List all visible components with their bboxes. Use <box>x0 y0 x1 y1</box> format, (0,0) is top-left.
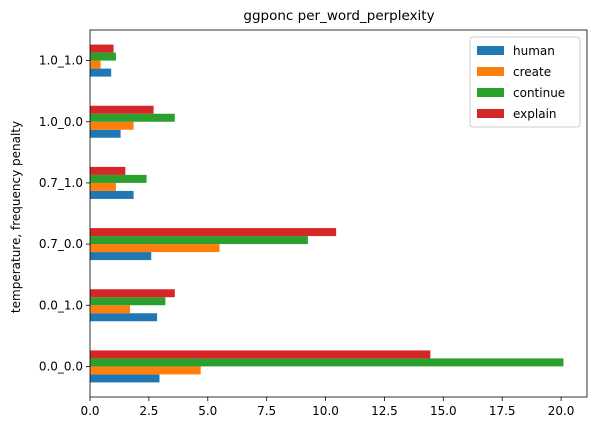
x-tick-label: 15.0 <box>430 404 457 418</box>
bar-explain-0.0_1.0 <box>90 289 175 298</box>
y-tick-label: 1.0_1.0 <box>39 54 83 68</box>
chart-title: ggponc per_word_perplexity <box>243 8 434 24</box>
legend-box <box>469 36 581 128</box>
bar-explain-0.7_0.0 <box>90 228 337 237</box>
y-tick-label: 0.7_0.0 <box>39 237 83 251</box>
bar-human-1.0_1.0 <box>90 68 112 77</box>
bar-create-0.7_1.0 <box>90 182 116 191</box>
legend: human create continue explain <box>469 36 581 128</box>
x-tick-label: 20.0 <box>548 404 575 418</box>
x-tick-label: 10.0 <box>312 404 339 418</box>
y-tick-label: 0.0_0.0 <box>39 359 83 373</box>
bar-continue-0.7_0.0 <box>90 236 308 245</box>
x-axis-ticks: 0.0 2.5 5.0 7.5 10.0 12.5 15.0 17.5 20.0 <box>80 397 574 418</box>
bar-human-0.7_1.0 <box>90 190 134 199</box>
bar-human-0.0_0.0 <box>90 374 160 383</box>
y-tick-label: 0.0_1.0 <box>39 298 83 312</box>
bar-group <box>90 44 564 383</box>
bar-continue-1.0_1.0 <box>90 52 116 61</box>
bar-continue-0.7_1.0 <box>90 174 147 183</box>
legend-label-continue: continue <box>513 86 565 100</box>
bar-explain-1.0_0.0 <box>90 105 154 114</box>
x-tick-label: 2.5 <box>139 404 158 418</box>
bar-human-0.0_1.0 <box>90 313 158 322</box>
y-tick-label: 1.0_0.0 <box>39 115 83 129</box>
legend-swatch-human <box>477 46 504 55</box>
x-tick-label: 12.5 <box>371 404 398 418</box>
bar-create-0.0_0.0 <box>90 366 201 375</box>
legend-label-create: create <box>513 65 551 79</box>
bar-human-0.7_0.0 <box>90 252 152 261</box>
x-tick-label: 17.5 <box>489 404 516 418</box>
bar-continue-1.0_0.0 <box>90 113 175 122</box>
bar-continue-0.0_1.0 <box>90 297 166 306</box>
legend-swatch-explain <box>477 109 504 118</box>
bar-explain-1.0_1.0 <box>90 44 114 53</box>
bar-explain-0.0_0.0 <box>90 350 431 359</box>
bar-continue-0.0_0.0 <box>90 358 564 367</box>
bar-create-1.0_0.0 <box>90 121 134 130</box>
y-axis-ticks: 0.0_0.0 0.0_1.0 0.7_0.0 0.7_1.0 1.0_0.0 1.0_1… <box>39 54 90 373</box>
legend-label-explain: explain <box>513 107 557 121</box>
bar-create-1.0_1.0 <box>90 60 101 69</box>
bar-create-0.0_1.0 <box>90 305 131 314</box>
x-tick-label: 7.5 <box>257 404 276 418</box>
y-axis-label: temperature, frequency penalty <box>9 121 23 313</box>
x-tick-label: 5.0 <box>198 404 217 418</box>
bar-explain-0.7_1.0 <box>90 166 126 175</box>
legend-swatch-continue <box>477 88 504 97</box>
bar-create-0.7_0.0 <box>90 244 220 253</box>
plot-frame <box>89 29 588 398</box>
x-tick-label: 0.0 <box>80 404 99 418</box>
bar-human-1.0_0.0 <box>90 129 121 138</box>
legend-swatch-create <box>477 67 504 76</box>
y-tick-label: 0.7_1.0 <box>39 176 83 190</box>
legend-label-human: human <box>513 44 555 58</box>
